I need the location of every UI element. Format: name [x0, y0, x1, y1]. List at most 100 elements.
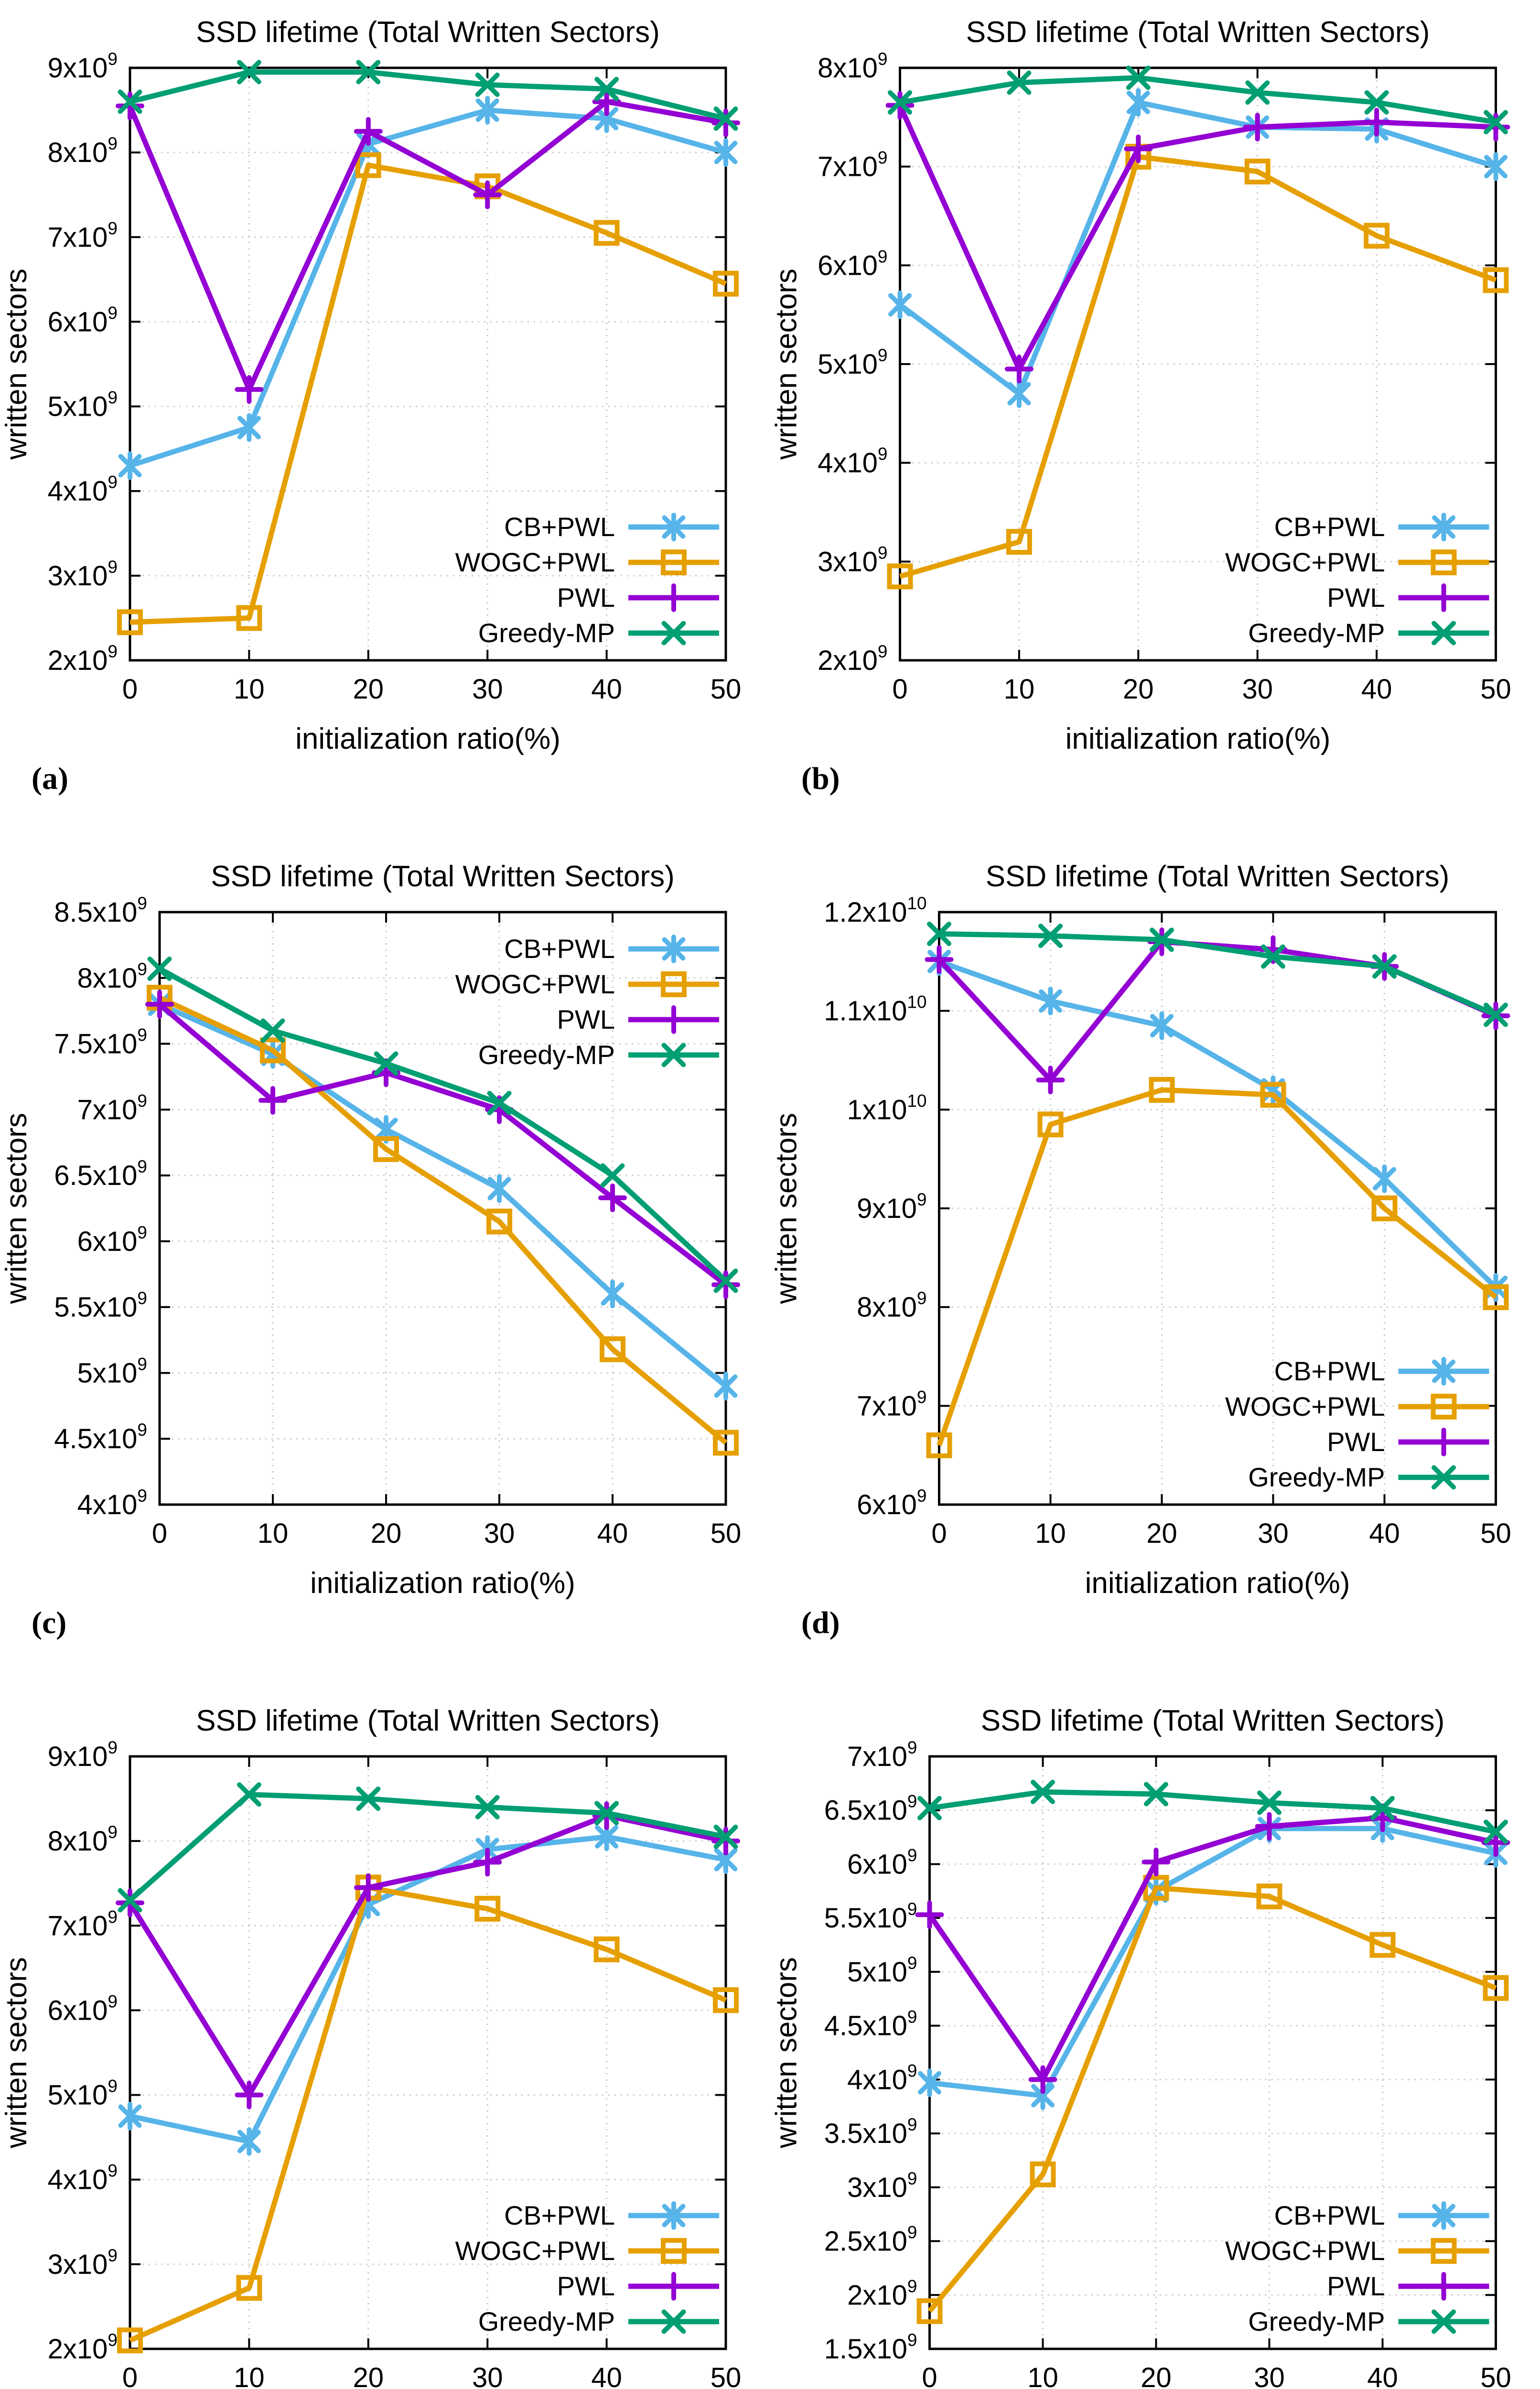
svg-text:3x109: 3x109 — [48, 2246, 118, 2280]
svg-text:PWL: PWL — [1327, 1427, 1385, 1457]
svg-text:6x109: 6x109 — [48, 1991, 118, 2026]
svg-text:initialization ratio(%): initialization ratio(%) — [310, 1567, 575, 1600]
svg-text:written sectors: written sectors — [0, 269, 33, 460]
svg-text:30: 30 — [1258, 1518, 1289, 1549]
svg-text:1.1x1010: 1.1x1010 — [824, 992, 926, 1027]
svg-text:4x109: 4x109 — [818, 444, 887, 479]
svg-text:6x109: 6x109 — [857, 1486, 926, 1520]
svg-text:20: 20 — [1141, 2362, 1172, 2389]
svg-text:8x109: 8x109 — [818, 49, 887, 84]
svg-text:WOGC+PWL: WOGC+PWL — [1225, 1391, 1385, 1421]
svg-text:6x109: 6x109 — [847, 1845, 917, 1880]
svg-text:6x109: 6x109 — [77, 1223, 147, 1257]
svg-text:PWL: PWL — [557, 582, 615, 613]
svg-text:20: 20 — [1123, 674, 1154, 705]
svg-text:CB+PWL: CB+PWL — [504, 512, 615, 542]
svg-text:6.5x109: 6.5x109 — [54, 1157, 147, 1191]
panel-letter-c: (c) — [32, 1605, 67, 1640]
svg-text:50: 50 — [1480, 674, 1511, 705]
panel-d: CB+PWL WOGC+PWL PWL Greedy-MP 6x109 7x109 8x10… — [770, 844, 1540, 1689]
svg-text:3x109: 3x109 — [48, 557, 118, 592]
svg-text:7x109: 7x109 — [818, 148, 887, 183]
svg-text:SSD lifetime (Total Written Se: SSD lifetime (Total Written Sectors) — [196, 1704, 659, 1737]
svg-text:CB+PWL: CB+PWL — [1274, 2200, 1385, 2230]
svg-text:40: 40 — [1367, 2362, 1398, 2389]
svg-text:5.5x109: 5.5x109 — [824, 1899, 917, 1934]
svg-text:4x109: 4x109 — [48, 2161, 118, 2195]
svg-text:7x109: 7x109 — [48, 218, 118, 253]
svg-text:CB+PWL: CB+PWL — [504, 2200, 615, 2230]
chart-e: CB+PWL WOGC+PWL PWL Greedy-MP 2x109 3x109 4x10… — [0, 1704, 741, 2389]
svg-text:8x109: 8x109 — [48, 1822, 118, 1857]
svg-text:5x109: 5x109 — [48, 2077, 118, 2111]
svg-text:WOGC+PWL: WOGC+PWL — [455, 547, 615, 577]
svg-text:1.5x109: 1.5x109 — [824, 2330, 917, 2365]
svg-text:8x109: 8x109 — [857, 1289, 926, 1323]
svg-text:7x109: 7x109 — [847, 1738, 917, 1772]
svg-text:50: 50 — [711, 1518, 742, 1549]
panel-letter-b: (b) — [801, 761, 840, 796]
svg-text:6x109: 6x109 — [48, 303, 118, 337]
panel-a: CB+PWL WOGC+PWL PWL Greedy-MP 2x109 3x109 4x10… — [0, 0, 770, 844]
svg-text:5x109: 5x109 — [77, 1354, 147, 1388]
svg-text:written sectors: written sectors — [770, 1957, 803, 2149]
panel-c: CB+PWL WOGC+PWL PWL Greedy-MP 4x109 4.5x109 5x… — [0, 844, 770, 1689]
chart-a: CB+PWL WOGC+PWL PWL Greedy-MP 2x109 3x109 4x10… — [0, 16, 742, 755]
svg-text:50: 50 — [711, 674, 742, 705]
svg-text:2x109: 2x109 — [818, 642, 887, 676]
svg-text:10: 10 — [258, 1518, 289, 1549]
svg-text:3x109: 3x109 — [847, 2169, 917, 2203]
svg-text:50: 50 — [1480, 1518, 1511, 1549]
svg-text:WOGC+PWL: WOGC+PWL — [455, 2236, 615, 2266]
svg-text:PWL: PWL — [557, 2271, 615, 2301]
svg-text:9x109: 9x109 — [857, 1190, 926, 1224]
svg-text:2x109: 2x109 — [48, 2330, 118, 2365]
svg-text:4x109: 4x109 — [48, 473, 118, 507]
svg-text:8x109: 8x109 — [77, 959, 147, 994]
svg-text:PWL: PWL — [1327, 2271, 1385, 2301]
svg-text:written sectors: written sectors — [0, 1113, 33, 1304]
svg-text:2.5x109: 2.5x109 — [824, 2223, 917, 2257]
svg-text:PWL: PWL — [557, 1004, 615, 1034]
svg-text:CB+PWL: CB+PWL — [1274, 512, 1385, 542]
svg-text:0: 0 — [931, 1518, 947, 1549]
chart-b: CB+PWL WOGC+PWL PWL Greedy-MP 2x109 3x109 4x10… — [770, 16, 1511, 755]
svg-text:5x109: 5x109 — [818, 345, 887, 380]
svg-text:2x109: 2x109 — [847, 2276, 917, 2311]
svg-text:40: 40 — [591, 674, 622, 705]
svg-text:SSD lifetime (Total Written Se: SSD lifetime (Total Written Sectors) — [966, 16, 1430, 49]
panel-f: CB+PWL WOGC+PWL PWL Greedy-MP 1.5x109 2x109 2.… — [770, 1689, 1540, 2389]
svg-text:3.5x109: 3.5x109 — [824, 2115, 917, 2149]
svg-text:7x109: 7x109 — [857, 1387, 926, 1421]
chart-c: CB+PWL WOGC+PWL PWL Greedy-MP 4x109 4.5x109 5x… — [0, 860, 742, 1600]
svg-text:7.5x109: 7.5x109 — [54, 1025, 147, 1060]
svg-text:4x109: 4x109 — [77, 1486, 147, 1520]
svg-text:initialization ratio(%): initialization ratio(%) — [1085, 1567, 1350, 1600]
svg-text:0: 0 — [152, 1518, 167, 1549]
svg-text:7x109: 7x109 — [77, 1091, 147, 1125]
panel-letter-a: (a) — [32, 761, 68, 796]
svg-text:40: 40 — [1361, 674, 1392, 705]
svg-text:Greedy-MP: Greedy-MP — [478, 1040, 615, 1070]
svg-text:40: 40 — [597, 1518, 628, 1549]
svg-text:40: 40 — [1369, 1518, 1400, 1549]
svg-text:1.2x1010: 1.2x1010 — [824, 893, 926, 928]
svg-text:9x109: 9x109 — [48, 49, 118, 84]
svg-text:30: 30 — [472, 674, 503, 705]
svg-text:1x1010: 1x1010 — [847, 1091, 927, 1125]
svg-text:10: 10 — [1027, 2362, 1058, 2389]
svg-text:Greedy-MP: Greedy-MP — [1248, 618, 1385, 648]
svg-text:WOGC+PWL: WOGC+PWL — [1225, 2236, 1385, 2266]
svg-text:SSD lifetime (Total Written Se: SSD lifetime (Total Written Sectors) — [196, 16, 659, 49]
svg-text:8.5x109: 8.5x109 — [54, 893, 147, 928]
svg-text:CB+PWL: CB+PWL — [504, 934, 615, 964]
svg-text:2x109: 2x109 — [48, 642, 118, 676]
svg-text:initialization ratio(%): initialization ratio(%) — [295, 722, 560, 755]
svg-text:7x109: 7x109 — [48, 1907, 118, 1941]
svg-text:written sectors: written sectors — [770, 1113, 803, 1304]
svg-text:10: 10 — [1004, 674, 1035, 705]
svg-text:WOGC+PWL: WOGC+PWL — [1225, 547, 1385, 577]
svg-text:0: 0 — [122, 674, 138, 705]
chart-d: CB+PWL WOGC+PWL PWL Greedy-MP 6x109 7x109 8x10… — [770, 860, 1511, 1600]
